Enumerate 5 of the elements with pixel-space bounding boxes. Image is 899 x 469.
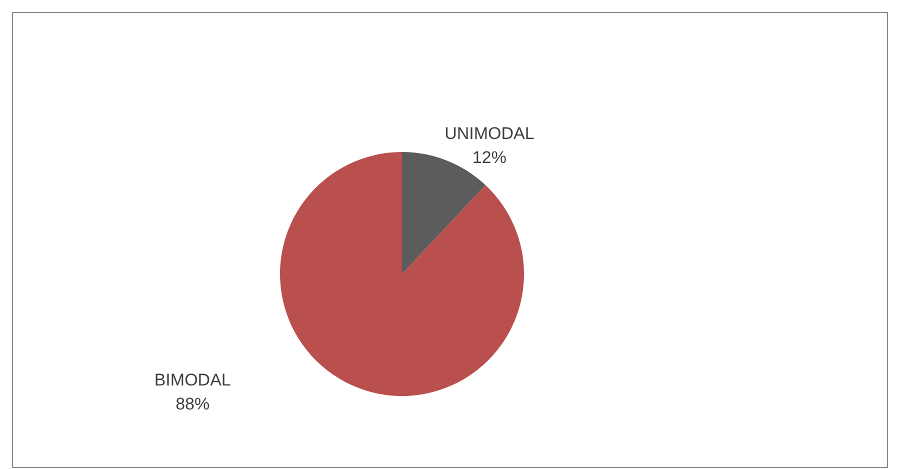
pie-slice: [280, 152, 524, 396]
data-label: 88%: [176, 394, 210, 414]
slice-label: UNIMODAL: [444, 124, 534, 144]
slice-label: BIMODAL: [154, 370, 231, 390]
data-label: 12%: [472, 148, 506, 168]
